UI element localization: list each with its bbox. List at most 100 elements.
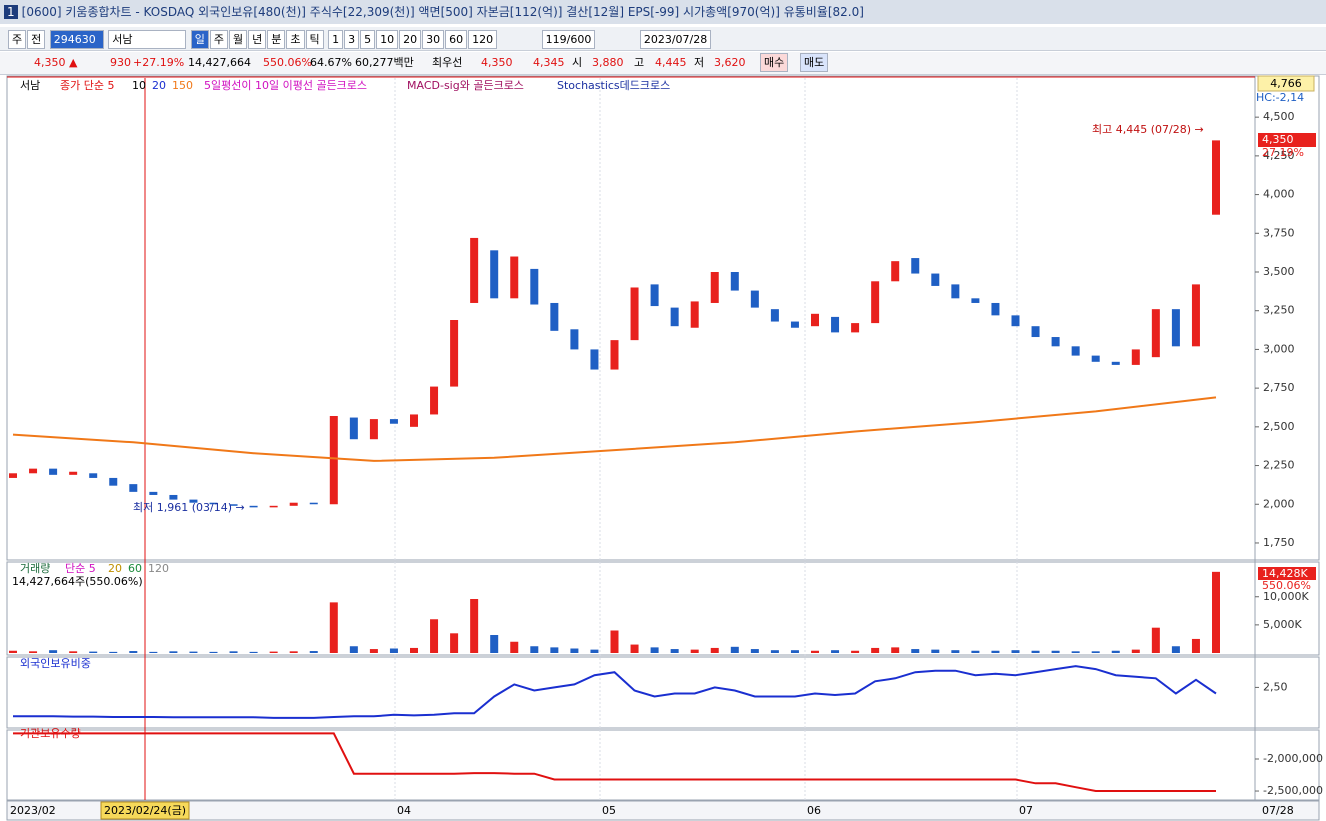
y-tick-label: 1,750 [1263, 536, 1295, 549]
interval-button[interactable]: 3 [344, 30, 360, 49]
candle [530, 268, 539, 305]
date-input[interactable]: 2023/07/28 [639, 30, 712, 49]
label: 저 [694, 56, 705, 69]
candle [770, 309, 779, 322]
date-axis [6, 800, 1320, 821]
volume-bar [129, 651, 138, 653]
volume-bar [811, 650, 819, 653]
panel [6, 561, 1320, 656]
panel [6, 729, 1320, 801]
interval-button[interactable]: 120 [468, 30, 498, 49]
volume-bar [1131, 649, 1140, 653]
volume-bar [169, 651, 178, 653]
period-button[interactable]: 월 [229, 30, 248, 49]
volume-bar [1031, 650, 1040, 653]
cursor-date-box [100, 801, 190, 820]
candle [309, 502, 318, 505]
volume-bar [831, 650, 840, 653]
candle [570, 329, 579, 350]
candle [1051, 337, 1060, 347]
volume-bar [951, 650, 960, 653]
panel-title: 외국인보유비중 [20, 657, 91, 670]
badge-text: 4,350 [1262, 133, 1294, 146]
volume-bar [309, 651, 318, 653]
label: 고 [634, 56, 645, 69]
interval-button[interactable]: 30 [422, 30, 445, 49]
candle [450, 320, 459, 387]
volume-bar [1071, 651, 1080, 653]
candle [1111, 361, 1120, 365]
volume-bar [249, 651, 258, 653]
count[interactable]: 119/600 [541, 30, 596, 49]
candle [149, 491, 158, 495]
volume-bar [931, 649, 940, 653]
candle [750, 290, 759, 308]
badge-text: 27.19% [1262, 146, 1304, 159]
panel [6, 75, 1320, 561]
badge [1258, 133, 1316, 147]
volume-bar [289, 651, 298, 653]
volume-bar [1171, 646, 1180, 653]
y-tick-label: 10,000K [1263, 590, 1309, 603]
y-tick-label: 4,000 [1263, 188, 1295, 201]
candle [129, 484, 138, 492]
interval-button[interactable]: 20 [399, 30, 422, 49]
open: 3,880 [592, 56, 624, 69]
interval-button[interactable]: 1 [328, 30, 344, 49]
candle [410, 414, 418, 427]
period-button[interactable]: 초 [286, 30, 305, 49]
volume-bar [610, 630, 619, 653]
candle [9, 473, 17, 478]
volume-bar [229, 651, 238, 653]
candle [790, 321, 799, 328]
period-button[interactable]: 년 [248, 30, 267, 49]
candle [109, 477, 118, 486]
interval-button[interactable]: 5 [360, 30, 376, 49]
buy-button[interactable]: 매수 [760, 53, 789, 72]
menu[interactable]: 주 [8, 30, 27, 49]
sell-button[interactable]: 매도 [800, 53, 829, 72]
candle [289, 502, 298, 506]
candle [831, 316, 840, 333]
x-tick-label: 05 [602, 804, 616, 817]
volume-bar [1212, 571, 1220, 653]
candle [349, 417, 358, 440]
volume-bar [369, 649, 378, 653]
candle [1011, 315, 1020, 327]
label: 시 [572, 56, 583, 69]
candle [189, 499, 198, 503]
candle [590, 349, 599, 370]
code-input[interactable]: 294630 [49, 30, 104, 49]
candle [710, 272, 719, 303]
candle [389, 419, 398, 424]
x-tick-label: 07 [1019, 804, 1033, 817]
interval-button[interactable]: 60 [445, 30, 468, 49]
badge [1258, 567, 1316, 580]
volume-bar [349, 646, 358, 653]
candle [690, 301, 699, 328]
bid: 4,345 [533, 56, 565, 69]
volume-summary: 14,427,664주(550.06%) [12, 575, 143, 588]
candle [931, 273, 940, 286]
volume-bar [851, 650, 860, 653]
volume-bar [790, 650, 799, 653]
volume-bar [690, 649, 699, 653]
volume-bar [49, 650, 58, 653]
volume-bar [1051, 650, 1060, 653]
volume-bar [871, 647, 880, 653]
legend-item: 서남 [20, 79, 40, 92]
period-button[interactable]: 분 [267, 30, 286, 49]
interval-button[interactable]: 10 [376, 30, 399, 49]
x-tick-label: 2023/02 [10, 804, 56, 817]
label: 최우선 [432, 56, 463, 69]
volume-bar [991, 650, 1000, 653]
y-tick-label: 2,50 [1263, 680, 1288, 693]
period-button[interactable]: 틱 [305, 30, 324, 49]
candle [169, 494, 178, 500]
menu[interactable]: 전 [27, 30, 46, 49]
name-input[interactable]: 서남 [108, 30, 187, 49]
y-tick-label: 2,750 [1263, 381, 1295, 394]
period-button[interactable]: 주 [209, 30, 228, 49]
period-button[interactable]: 일 [190, 30, 209, 49]
